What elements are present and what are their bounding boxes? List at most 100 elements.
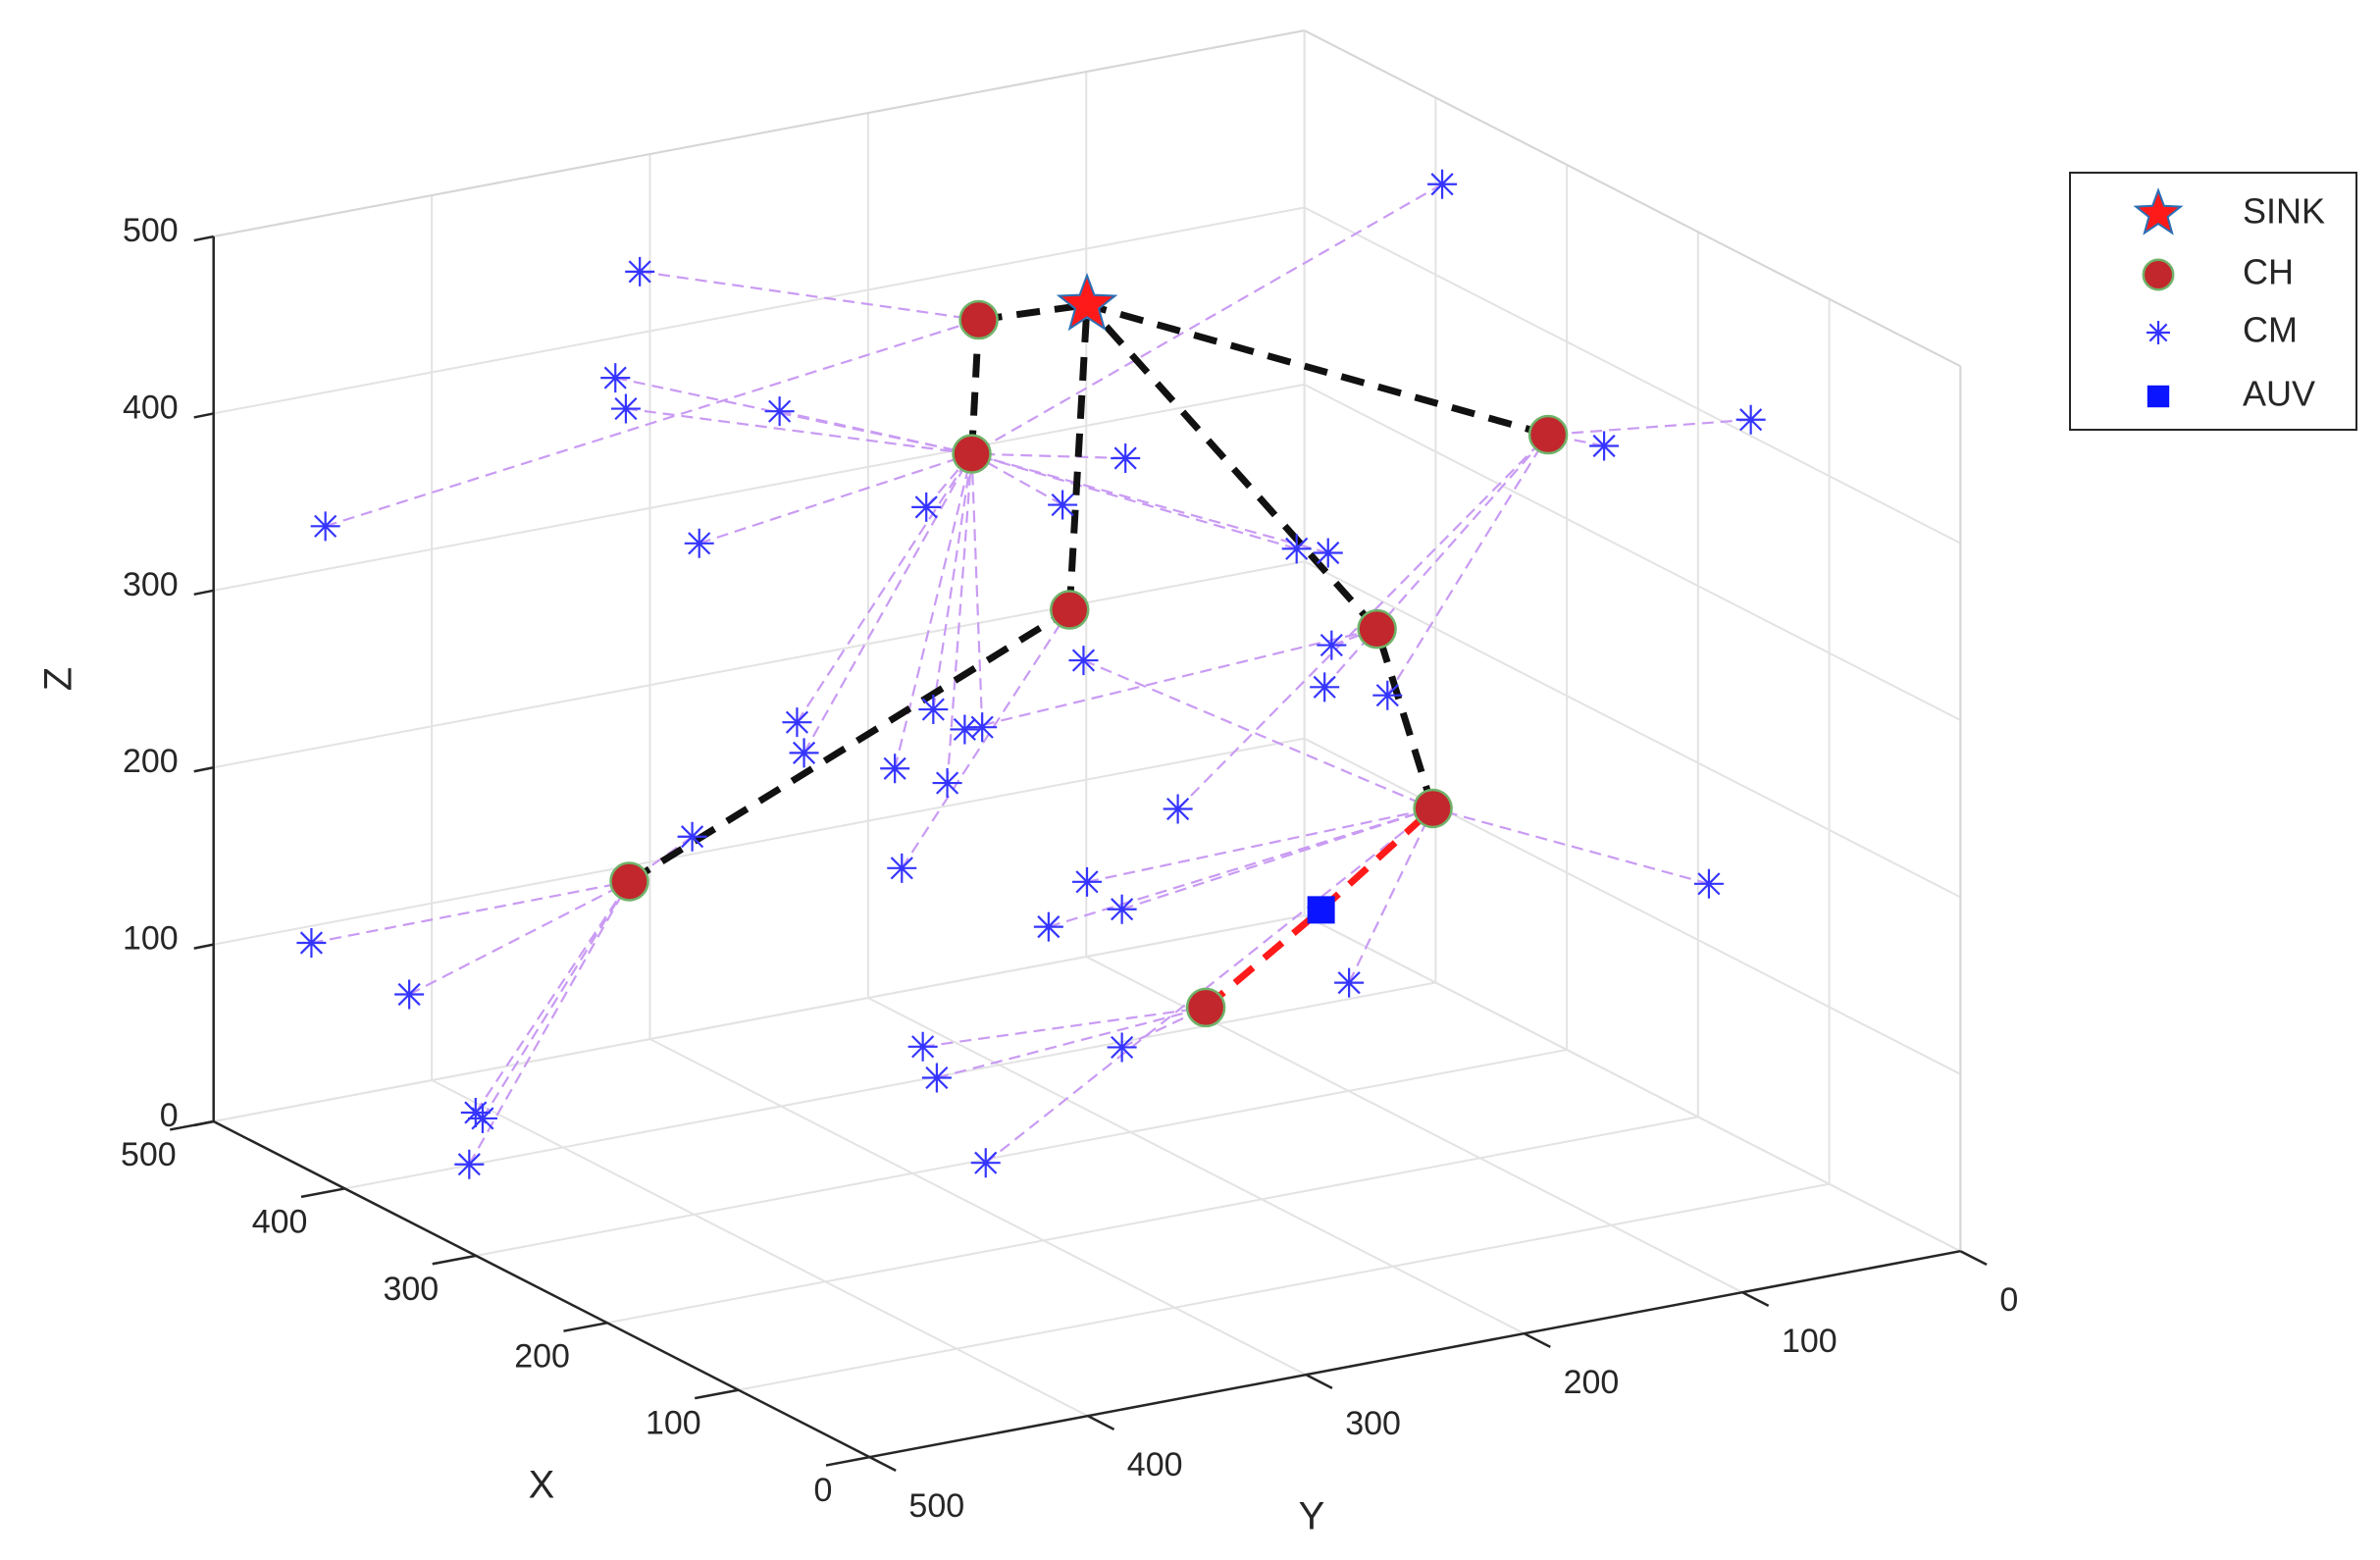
grid-line bbox=[1304, 737, 1961, 1075]
cm-marker bbox=[610, 393, 641, 424]
cm-marker bbox=[880, 754, 910, 784]
grid-line bbox=[1304, 384, 1961, 721]
cm-marker bbox=[310, 511, 340, 542]
route-link bbox=[1373, 628, 1436, 810]
y-axis-line bbox=[869, 1249, 1961, 1459]
cm-marker bbox=[1589, 431, 1620, 461]
cm-marker bbox=[1107, 1032, 1137, 1063]
member-link bbox=[894, 453, 973, 769]
grid-line bbox=[867, 997, 1526, 1335]
member-link bbox=[1548, 418, 1751, 437]
ch-marker bbox=[958, 299, 999, 340]
y-tick bbox=[1087, 1415, 1115, 1430]
member-link bbox=[1432, 806, 1710, 885]
ch-marker bbox=[2142, 258, 2175, 291]
x-axis-line bbox=[213, 1119, 870, 1459]
legend-label: AUV bbox=[2243, 374, 2315, 414]
member-link bbox=[640, 270, 979, 322]
member-link bbox=[971, 452, 1298, 550]
auv-link bbox=[1203, 907, 1323, 1011]
member-link bbox=[1083, 659, 1434, 809]
member-link bbox=[901, 608, 1071, 869]
box-edge bbox=[1304, 29, 1961, 368]
grid-line bbox=[649, 1038, 1307, 1377]
member-link bbox=[1086, 806, 1433, 883]
z-tick-label: 100 bbox=[123, 920, 179, 958]
cm-marker bbox=[1281, 534, 1312, 564]
member-link bbox=[985, 807, 1434, 1165]
member-link bbox=[408, 880, 631, 996]
grid-line bbox=[1304, 914, 1961, 1253]
z-tick-label: 200 bbox=[123, 743, 179, 780]
grid-line bbox=[738, 1182, 1830, 1391]
box-edge bbox=[213, 29, 1305, 238]
cm-marker bbox=[1313, 538, 1343, 568]
cm-marker bbox=[1111, 442, 1141, 473]
legend-label: CH bbox=[2243, 252, 2294, 292]
sink-marker bbox=[1056, 272, 1118, 332]
ch-marker bbox=[609, 861, 649, 902]
x-tick-label: 100 bbox=[646, 1405, 701, 1442]
member-link bbox=[971, 452, 1329, 554]
cm-marker bbox=[950, 714, 980, 745]
member-link bbox=[922, 1006, 1207, 1048]
member-link bbox=[964, 628, 1377, 731]
z-tick bbox=[193, 234, 214, 242]
auv-marker bbox=[1307, 896, 1335, 924]
z-tick bbox=[193, 943, 214, 950]
cm-marker bbox=[684, 528, 714, 558]
cm-marker bbox=[1334, 967, 1365, 998]
cm-marker bbox=[625, 256, 655, 286]
z-tick bbox=[193, 1119, 214, 1127]
cm-marker bbox=[932, 768, 962, 799]
cm-marker bbox=[1427, 169, 1458, 199]
grid-line bbox=[431, 1079, 1089, 1418]
cm-marker bbox=[887, 853, 917, 883]
member-link bbox=[1348, 807, 1434, 984]
y-tick-label: 500 bbox=[908, 1487, 964, 1525]
member-link bbox=[1323, 434, 1549, 689]
axes: 0100200300400500010020030040050001002003… bbox=[121, 212, 2018, 1525]
cm-marker bbox=[1317, 630, 1347, 660]
y-tick bbox=[1305, 1374, 1333, 1389]
cm-marker bbox=[1068, 646, 1099, 676]
member-link bbox=[625, 407, 972, 455]
x-tick-label: 300 bbox=[383, 1271, 439, 1308]
cm-marker bbox=[677, 821, 707, 852]
z-tick bbox=[193, 412, 214, 419]
grid-line bbox=[1304, 206, 1961, 545]
grid-line bbox=[344, 981, 1436, 1190]
grid-line bbox=[606, 1116, 1699, 1325]
z-tick bbox=[193, 766, 214, 773]
grid-line bbox=[213, 206, 1305, 415]
member-link bbox=[468, 880, 631, 1166]
cm-marker bbox=[907, 1031, 938, 1062]
cm-marker bbox=[1735, 404, 1766, 435]
member-link bbox=[474, 880, 631, 1114]
cm-marker bbox=[764, 396, 795, 427]
cm-marker bbox=[970, 1148, 1001, 1178]
cm-marker bbox=[1107, 894, 1137, 924]
y-axis-label: Y bbox=[1299, 1495, 1325, 1538]
legend-label: SINK bbox=[2243, 191, 2325, 232]
member-link bbox=[796, 452, 973, 723]
cm-marker bbox=[1033, 911, 1063, 942]
cm-marker bbox=[467, 1103, 497, 1133]
member-link bbox=[932, 453, 973, 710]
grid-line bbox=[213, 914, 1305, 1123]
links bbox=[311, 182, 1751, 1166]
ch-marker bbox=[1413, 788, 1453, 829]
route-link bbox=[1086, 301, 1550, 439]
ch-marker bbox=[1185, 987, 1226, 1028]
member-link bbox=[970, 453, 984, 728]
x-tick-label: 0 bbox=[814, 1472, 833, 1509]
member-link bbox=[970, 182, 1443, 455]
x-tick-label: 200 bbox=[514, 1337, 570, 1375]
y-tick bbox=[1959, 1250, 1988, 1267]
cm-marker bbox=[1372, 680, 1403, 710]
member-link bbox=[779, 410, 972, 455]
member-link bbox=[311, 880, 630, 945]
cm-marker bbox=[1693, 868, 1724, 899]
y-tick-label: 400 bbox=[1127, 1446, 1183, 1483]
